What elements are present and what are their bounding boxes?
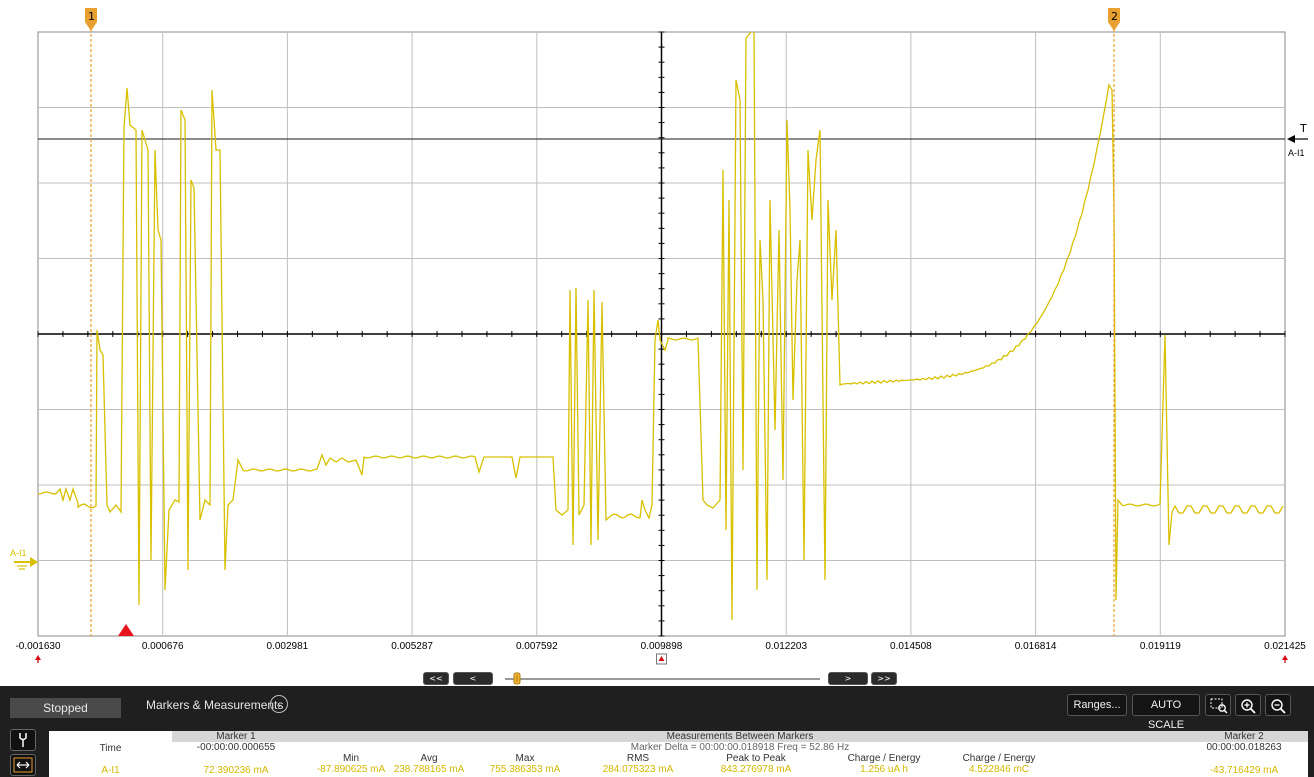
measurements-table: Time A-I1 Marker 1 -00:00:00.000655 72.3…	[49, 731, 1308, 777]
stat-value: 238.788165 mA	[393, 764, 465, 775]
x-tick-label: 0.014508	[890, 641, 932, 652]
zoom-out-button[interactable]	[1265, 694, 1291, 716]
x-tick-label: 0.007592	[516, 641, 558, 652]
x-tick-label: 0.016814	[1015, 641, 1057, 652]
stat-value: -87.890625 mA	[316, 764, 386, 775]
marker2-value: -43.716429 mA	[1209, 765, 1279, 776]
channel-ground-arrow-icon	[14, 557, 38, 567]
marker1-arrow-icon	[85, 22, 97, 31]
stat-label: Avg	[420, 753, 438, 764]
scope-plot-area[interactable]: T A-I1 1 2 A-I1 -0.001630 0.000676 0.002981 0.00…	[0, 0, 1314, 690]
stat-label: RMS	[626, 753, 650, 764]
time-scroll-track[interactable]	[505, 678, 820, 680]
probe-settings-button[interactable]	[10, 729, 36, 751]
x-tick-label: 0.012203	[765, 641, 807, 652]
stat-label: Charge / Energy	[847, 753, 921, 764]
stat-label: Max	[515, 753, 535, 764]
ranges-button[interactable]: Ranges...	[1067, 694, 1127, 716]
stat-value: 843.276978 mA	[720, 764, 792, 775]
auto-scale-button[interactable]: AUTO SCALE	[1132, 694, 1200, 731]
bottom-panel: Stopped Markers & Measurements ⌄ Ranges.…	[0, 686, 1314, 777]
x-tick-label: 0.021425	[1264, 641, 1306, 652]
zoom-box-button[interactable]	[1205, 694, 1231, 716]
marker2-arrow-icon	[1108, 22, 1120, 31]
channel-label: A-I1	[10, 548, 27, 558]
stat-value: 4.522846 mC	[968, 764, 1030, 775]
between-markers-header: Measurements Between Markers	[300, 731, 1180, 742]
channel-row-label: A-I1	[101, 765, 120, 776]
x-tick-label: 0.000676	[142, 641, 184, 652]
chevron-down-icon[interactable]: ⌄	[270, 695, 288, 713]
zoom-out-icon	[1271, 699, 1286, 714]
marker1-time: -00:00:00.000655	[196, 742, 276, 753]
trigger-arrow-icon	[1287, 135, 1295, 143]
stat-value: 284.075323 mA	[602, 764, 674, 775]
marker2-time: 00:00:00.018263	[1206, 742, 1282, 753]
zoom-in-button[interactable]	[1235, 694, 1261, 716]
x-tick-label: 0.002981	[267, 641, 309, 652]
x-tick-label: 0.009898	[641, 641, 683, 652]
edge-reference-icon	[35, 655, 41, 660]
marker-fit-icon	[13, 757, 33, 773]
marker1-column: Marker 1 -00:00:00.000655 72.390236 mA	[172, 731, 300, 777]
trigger-position-icon	[118, 624, 134, 636]
scroll-fast-left-button[interactable]: <<	[423, 672, 449, 685]
x-tick-label: -0.001630	[15, 641, 60, 652]
stat-label: Min	[342, 753, 360, 764]
trigger-label: T	[1299, 122, 1307, 135]
stat-value: 755.386353 mA	[489, 764, 561, 775]
scroll-right-button[interactable]: >	[828, 672, 868, 685]
marker1-flag	[85, 8, 97, 22]
stat-value: 1.256 uA h	[860, 764, 908, 775]
marker2-column: Marker 2 00:00:00.018263 -43.716429 mA	[1180, 731, 1308, 777]
marker2-header: Marker 2	[1180, 731, 1308, 742]
marker1-header: Marker 1	[172, 731, 300, 742]
x-tick-label: 0.019119	[1140, 641, 1181, 652]
waveform-plot[interactable]: T A-I1 1 2 A-I1 -0.001630 0.000676 0.002981 0.00…	[0, 0, 1314, 690]
marker-delta: Marker Delta = 00:00:00.018918 Freq = 52…	[630, 742, 850, 753]
marker1-value: 72.390236 mA	[203, 765, 269, 776]
waveform-trace	[38, 32, 1284, 621]
marker2-label: 2	[1111, 10, 1118, 23]
between-markers-column: Measurements Between Markers Marker Delt…	[300, 731, 1180, 777]
scroll-fast-right-button[interactable]: >>	[871, 672, 897, 685]
stat-label: Charge / Energy	[962, 753, 1036, 764]
trigger-channel-label: A-I1	[1288, 148, 1305, 158]
x-tick-label: 0.005287	[391, 641, 433, 652]
marker1-label: 1	[88, 10, 95, 23]
probe-icon	[19, 733, 27, 747]
status-tab[interactable]: Stopped	[10, 698, 121, 718]
marker-fit-button[interactable]	[10, 754, 36, 776]
zoom-in-icon	[1241, 699, 1256, 714]
markers-measurements-label[interactable]: Markers & Measurements	[146, 698, 284, 712]
time-row-label: Time	[99, 743, 122, 754]
center-reference-icon	[658, 656, 665, 661]
time-scroll-thumb[interactable]	[512, 672, 522, 685]
edge-reference-icon	[1282, 655, 1288, 660]
zoom-box-icon	[1210, 698, 1228, 714]
scroll-left-button[interactable]: <	[453, 672, 493, 685]
marker2-flag	[1108, 8, 1120, 22]
stat-label: Peak to Peak	[726, 753, 786, 764]
row-labels-column: Time A-I1	[49, 731, 172, 777]
